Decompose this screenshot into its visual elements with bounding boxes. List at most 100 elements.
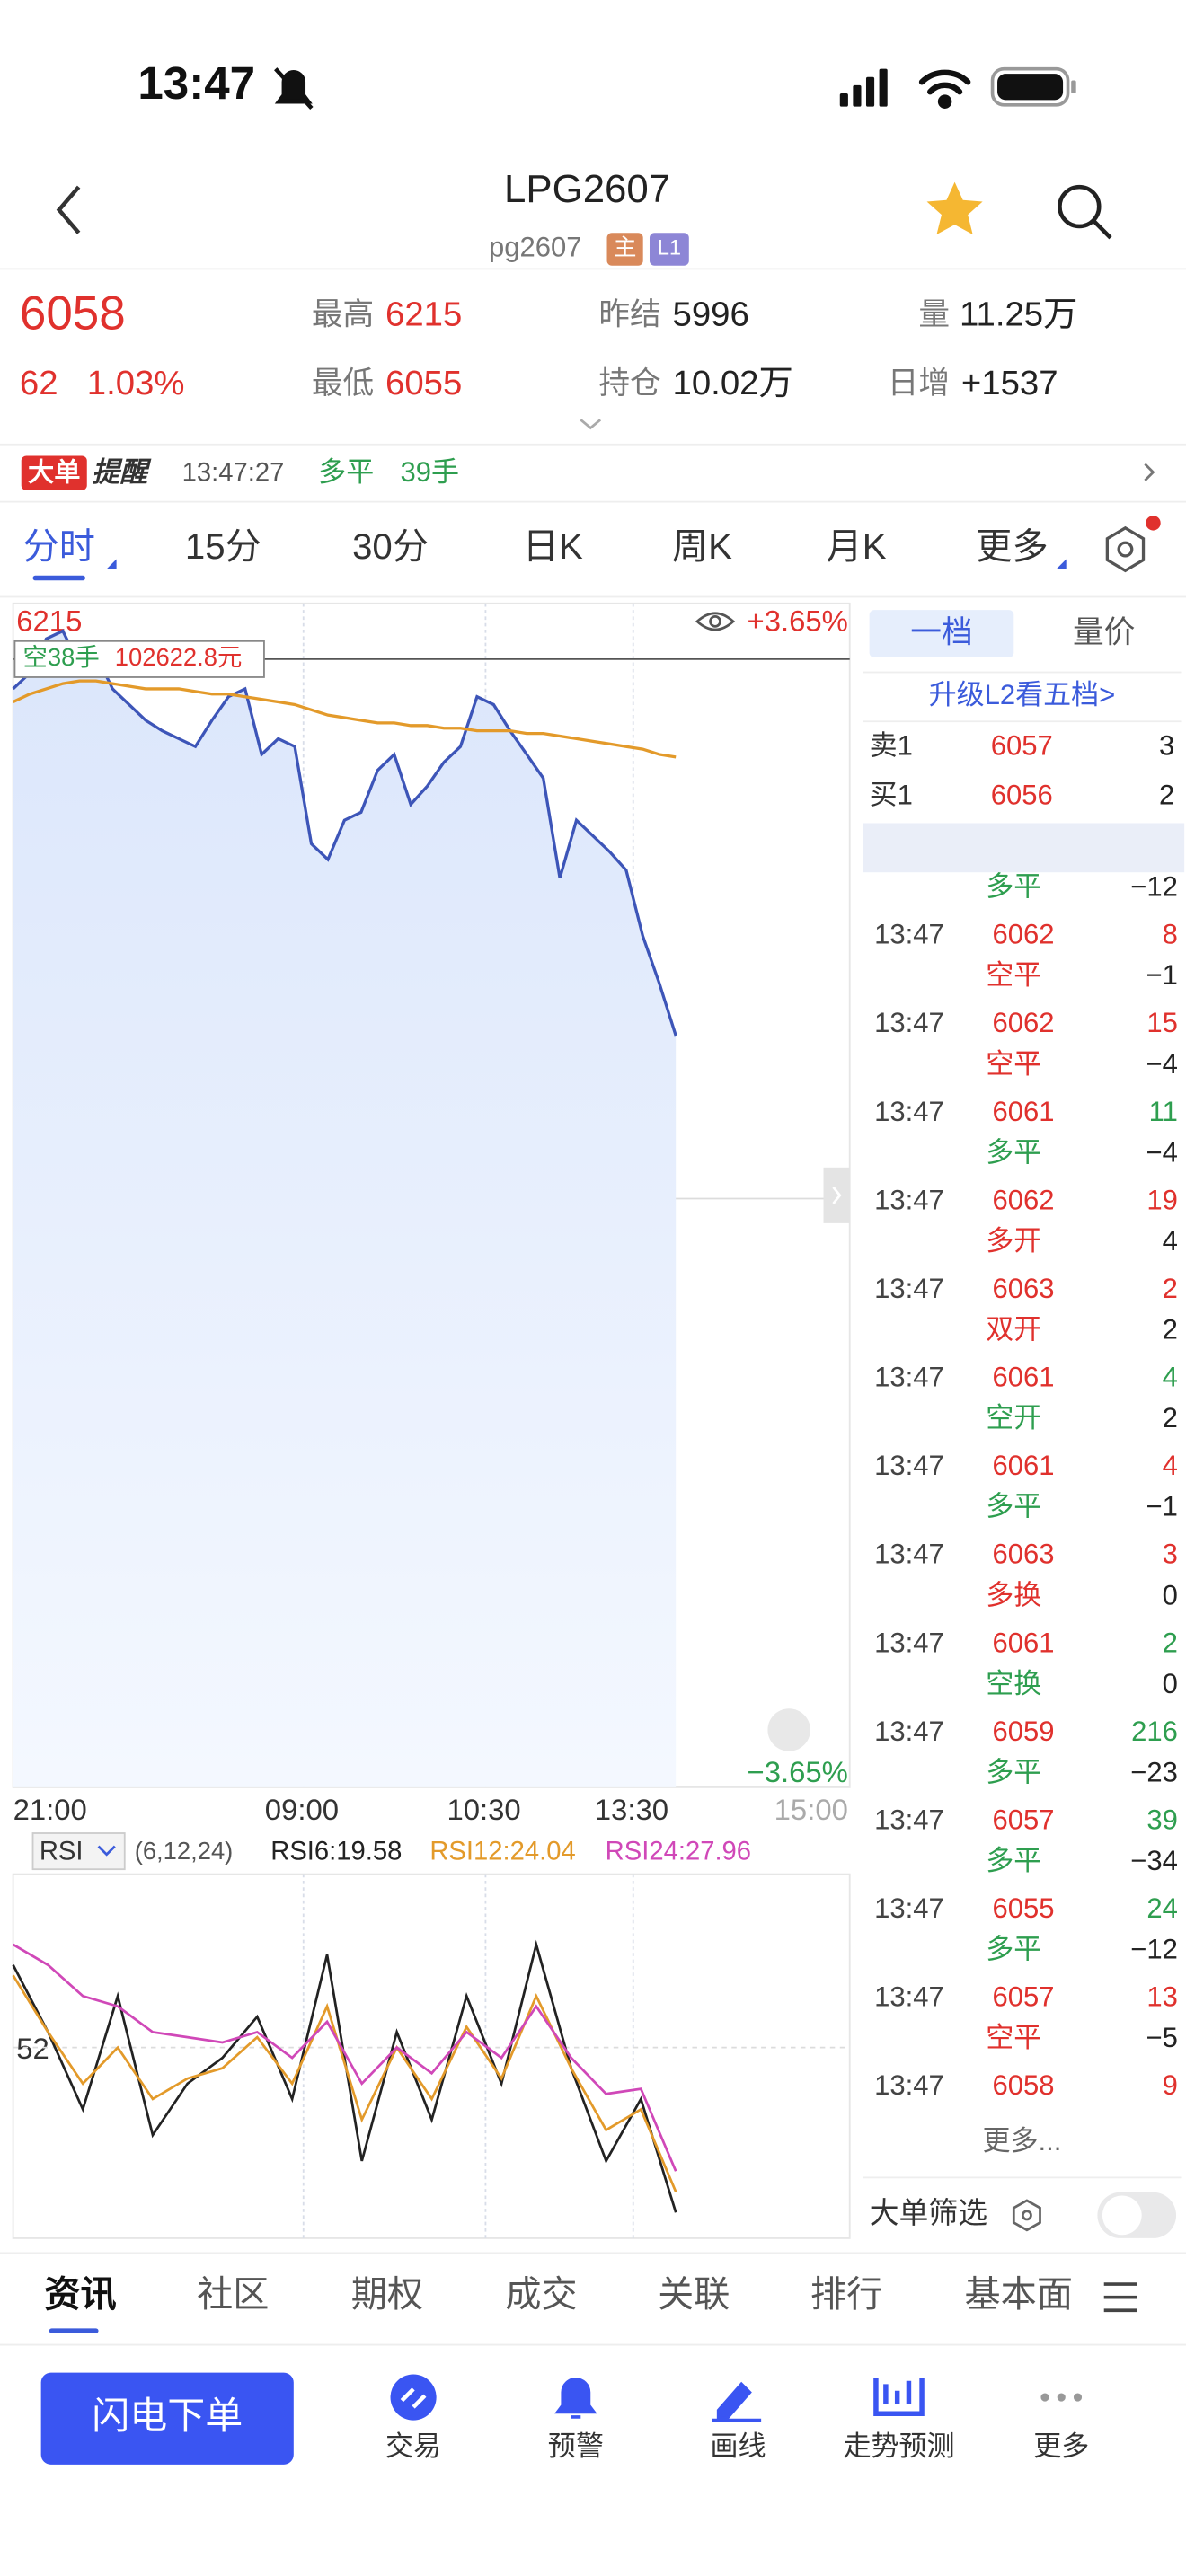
- trade-delta: −1: [1146, 1491, 1177, 1522]
- side-handle-icon: [832, 1186, 842, 1204]
- level-price: 6056: [991, 779, 1053, 810]
- alert-badge: 大单: [28, 457, 80, 487]
- tab[interactable]: 月K: [827, 526, 887, 567]
- bottom-tab[interactable]: 关联: [658, 2274, 730, 2315]
- settings-button[interactable]: [1105, 525, 1146, 573]
- back-button[interactable]: [56, 185, 81, 234]
- trade-volume: 2: [1163, 1273, 1178, 1304]
- badge: L1: [658, 237, 681, 260]
- bottom-tab[interactable]: 期权: [351, 2274, 423, 2315]
- upgrade-link[interactable]: 升级L2看五档>: [929, 679, 1116, 710]
- stat-value: 11.25万: [960, 295, 1077, 333]
- trade-delta: −4: [1146, 1048, 1177, 1080]
- trade-price: 6063: [993, 1273, 1055, 1304]
- book-tab[interactable]: 一档: [910, 615, 972, 650]
- tab[interactable]: 分时: [23, 526, 95, 567]
- trade-price: 6062: [993, 1184, 1055, 1215]
- forecast-icon[interactable]: [873, 2378, 925, 2417]
- bottom-tab[interactable]: 基本面: [965, 2274, 1073, 2315]
- draw-icon[interactable]: [712, 2381, 762, 2422]
- tab[interactable]: 日K: [523, 526, 583, 567]
- trade-type: 多平: [986, 1934, 1041, 1965]
- mute-icon: [274, 67, 314, 110]
- trade-price: 6057: [993, 1981, 1055, 2013]
- bottom-tab[interactable]: 社区: [197, 2274, 269, 2315]
- flash-order-label: 闪电下单: [92, 2395, 243, 2437]
- flash-order-button[interactable]: [40, 2372, 294, 2465]
- indicator-params: (6,12,24): [135, 1837, 234, 1865]
- alert-badge-bg: [21, 455, 87, 490]
- bottom-tab[interactable]: 排行: [810, 2274, 882, 2315]
- x-tick-label: 15:00: [774, 1793, 848, 1826]
- tab-caret: [106, 559, 117, 569]
- tab[interactable]: 15分: [185, 526, 261, 567]
- trade-price: 6055: [993, 1892, 1055, 1924]
- trade-volume: 3: [1163, 1539, 1178, 1570]
- favorite-button[interactable]: [926, 181, 983, 235]
- trade-type: 多平: [986, 1136, 1041, 1168]
- filter-settings[interactable]: [1012, 2199, 1041, 2232]
- toolbar-label[interactable]: 预警: [548, 2430, 604, 2462]
- badge-bg: [606, 233, 643, 266]
- search-button[interactable]: [1058, 184, 1112, 240]
- tab[interactable]: 周K: [672, 526, 732, 567]
- trade-type: 空平: [986, 2022, 1041, 2053]
- toggle-knob: [1102, 2195, 1142, 2236]
- alert-icon[interactable]: [554, 2378, 597, 2419]
- tabs-menu[interactable]: [1103, 2282, 1137, 2313]
- trade-time: 13:47: [874, 919, 944, 950]
- trade-volume: 8: [1163, 919, 1178, 950]
- toolbar-label[interactable]: 画线: [711, 2430, 766, 2462]
- toolbar-label[interactable]: 走势预测: [843, 2430, 954, 2462]
- trade-time: 13:47: [874, 1892, 944, 1924]
- trade-icon[interactable]: [390, 2374, 437, 2421]
- bottom-tab[interactable]: 成交: [505, 2274, 577, 2315]
- toolbar-label[interactable]: 交易: [385, 2430, 441, 2462]
- trade-volume: 4: [1163, 1362, 1178, 1393]
- tab[interactable]: 更多: [976, 526, 1048, 567]
- alert-label: 提醒: [92, 456, 152, 488]
- trade-time: 13:47: [874, 1539, 944, 1570]
- trade-price: 6063: [993, 1539, 1055, 1570]
- expand[interactable]: [580, 419, 602, 430]
- trade-type: 双开: [986, 1314, 1041, 1345]
- fullscreen-button[interactable]: [767, 1708, 810, 1751]
- book-tab[interactable]: 量价: [1073, 616, 1135, 650]
- status-time: 13:47: [137, 57, 255, 109]
- trade-time: 13:47: [874, 1981, 944, 2013]
- trade-delta: 2: [1163, 1402, 1178, 1434]
- stat-label: 日增: [888, 366, 950, 401]
- trade-price: 6061: [993, 1362, 1055, 1393]
- toolbar-label[interactable]: 更多: [1033, 2430, 1089, 2462]
- trade-price: 6061: [993, 1450, 1055, 1481]
- alert-more[interactable]: [1144, 463, 1155, 481]
- side-handle[interactable]: [823, 1167, 850, 1223]
- bottom-tab[interactable]: 资讯: [44, 2274, 116, 2315]
- notice-dot: [1146, 516, 1161, 531]
- trade-delta: 0: [1163, 1668, 1178, 1699]
- trade-time: 13:47: [874, 1362, 944, 1393]
- alert-type: 多平: [318, 456, 374, 488]
- stat-label: 最高: [312, 296, 374, 331]
- trade-type: 多换: [986, 1579, 1041, 1610]
- x-tick-label: 21:00: [13, 1793, 87, 1826]
- badge: 主: [614, 235, 637, 260]
- filter-label: 大单筛选: [870, 2196, 987, 2229]
- more-icon[interactable]: [1040, 2393, 1083, 2402]
- trade-type: 多平: [986, 1756, 1041, 1787]
- trades-more[interactable]: 更多...: [982, 2125, 1061, 2157]
- stat-value: 6215: [385, 295, 462, 333]
- badge-bg: [649, 233, 689, 266]
- tab[interactable]: 30分: [352, 526, 429, 567]
- eye-icon[interactable]: [695, 612, 736, 631]
- book-tab-active[interactable]: [869, 610, 1014, 658]
- level-label: 卖1: [870, 730, 913, 762]
- trade-volume: 24: [1146, 1892, 1178, 1924]
- trade-type: 空开: [986, 1402, 1041, 1434]
- trade-type: 多平: [986, 1845, 1041, 1876]
- y-right-label: +3.65%: [748, 604, 848, 637]
- stat-label: 昨结: [598, 296, 660, 331]
- legend-entry: RSI12:24.04: [429, 1838, 575, 1866]
